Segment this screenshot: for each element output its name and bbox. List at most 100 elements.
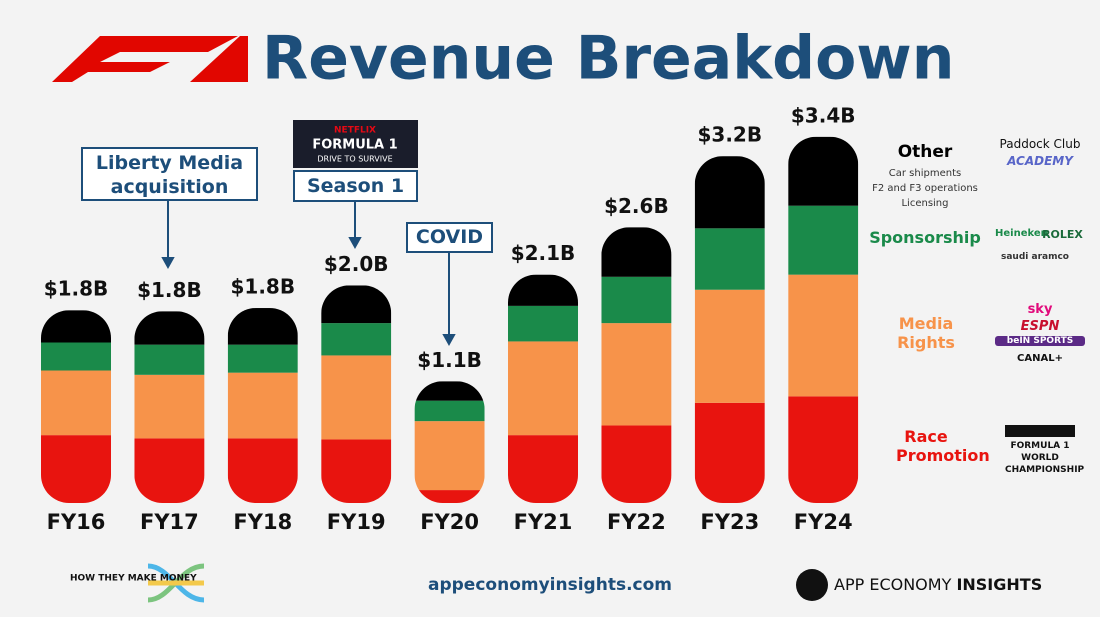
footer-right-light: APP ECONOMY [834, 575, 952, 594]
bar-segment [41, 435, 111, 503]
bar-segment [694, 402, 765, 503]
sponsor-logo: ROLEX [1042, 228, 1083, 241]
total-label: $1.8B [137, 278, 202, 302]
bar-segment [321, 285, 392, 324]
legend-detail: Licensing [901, 198, 949, 209]
bar-segment [601, 276, 672, 324]
x-tick-label: FY20 [420, 510, 479, 534]
bar [227, 308, 298, 503]
x-tick-label: FY22 [607, 510, 666, 534]
footer-right-bold: INSIGHTS [956, 575, 1042, 594]
bar-segment [134, 311, 205, 345]
footer-right: APP ECONOMY INSIGHTS [834, 575, 1042, 594]
bar-segment [414, 381, 485, 401]
total-label: $3.2B [698, 123, 763, 147]
legend-detail: F2 and F3 operations [872, 183, 978, 194]
bar-segment [508, 274, 578, 306]
image-text: FORMULA 1 [312, 138, 397, 153]
legend-detail: Car shipments [888, 168, 962, 179]
bar-segment [601, 323, 672, 426]
x-tick-label: FY21 [514, 510, 573, 534]
sponsor-logo: ESPN [1020, 319, 1060, 334]
x-tick-label: FY16 [47, 510, 106, 534]
bar [694, 156, 765, 503]
sponsor-logo: beIN SPORTS [995, 336, 1085, 346]
sponsor-logo: FORMULA 1 WORLD CHAMPIONSHIP [1005, 425, 1084, 476]
footer-icon [147, 563, 828, 603]
sponsor-logo: Heineken [995, 228, 1048, 239]
legend-entry: Other [897, 142, 953, 162]
bar-segment [694, 156, 765, 229]
bar-segment [41, 310, 111, 343]
bar-segment [134, 344, 205, 375]
bar-segment [788, 136, 859, 206]
bar-segment [601, 227, 672, 277]
f1-logo [52, 36, 248, 82]
total-label: $2.0B [324, 252, 389, 276]
bar-segment [508, 305, 578, 342]
x-tick-label: FY17 [140, 510, 199, 534]
bar-segment [41, 342, 111, 371]
bar-segment [321, 323, 392, 356]
legend-entry: Media Rights [897, 314, 955, 352]
arrow-head [348, 237, 362, 250]
legend-entry: Sponsorship [869, 228, 981, 247]
bar-segment [134, 374, 205, 439]
bar-segment [227, 372, 298, 439]
x-tick-label: FY18 [233, 510, 292, 534]
total-label: $1.1B [417, 348, 482, 372]
total-label: $2.6B [604, 194, 669, 218]
total-label: $1.8B [231, 275, 296, 299]
arrows [161, 201, 456, 347]
bar-segment [508, 435, 578, 503]
bar-segment [508, 341, 578, 436]
netflix-image [293, 120, 418, 168]
bar [414, 381, 485, 503]
chart-title: Revenue Breakdown [262, 24, 954, 94]
annotation: Season 1 [293, 170, 418, 202]
bar [788, 136, 859, 503]
sponsor-logo: sky [1027, 302, 1053, 317]
x-tick-label: FY19 [327, 510, 386, 534]
x-tick-label: FY23 [700, 510, 759, 534]
legend-entry: Race Promotion [896, 427, 990, 465]
bar-segment [227, 344, 298, 373]
bar-segment [788, 274, 859, 397]
bar [41, 310, 111, 503]
arrow-head [161, 257, 175, 270]
annotation: COVID [406, 222, 493, 253]
bar [321, 285, 392, 503]
bar-segment [788, 396, 859, 503]
bar [508, 274, 578, 503]
bar-segment [321, 439, 392, 503]
total-label: $2.1B [511, 241, 576, 265]
bar-segment [414, 490, 485, 503]
footer-left: HOW THEY MAKE MONEY [70, 574, 197, 584]
bar-segment [321, 355, 392, 440]
x-tick-label: FY24 [794, 510, 853, 534]
bar-segment [694, 228, 765, 290]
annotation: Liberty Media acquisition [81, 147, 258, 201]
bar-segment [414, 421, 485, 491]
image-text: DRIVE TO SURVIVE [317, 155, 392, 164]
image-text: NETFLIX [334, 126, 376, 136]
bar-segment [41, 370, 111, 436]
total-label: $3.4B [791, 103, 856, 127]
sponsor-logo: CANAL+ [1017, 353, 1063, 364]
arrow-head [442, 334, 456, 347]
footer-center: appeconomyinsights.com [428, 575, 672, 595]
bar-segment [134, 438, 205, 503]
sponsor-logo: ACADEMY [1007, 154, 1073, 168]
bar [601, 227, 672, 503]
bar [134, 311, 205, 503]
bar-segment [601, 425, 672, 503]
sponsor-logo: Paddock Club [999, 137, 1081, 151]
bar-segment [227, 308, 298, 345]
bar-segment [694, 289, 765, 403]
bar-segment [227, 438, 298, 503]
bar-segment [788, 205, 859, 275]
sponsor-logo: saudi aramco [1001, 252, 1069, 262]
bar-segment [414, 400, 485, 422]
